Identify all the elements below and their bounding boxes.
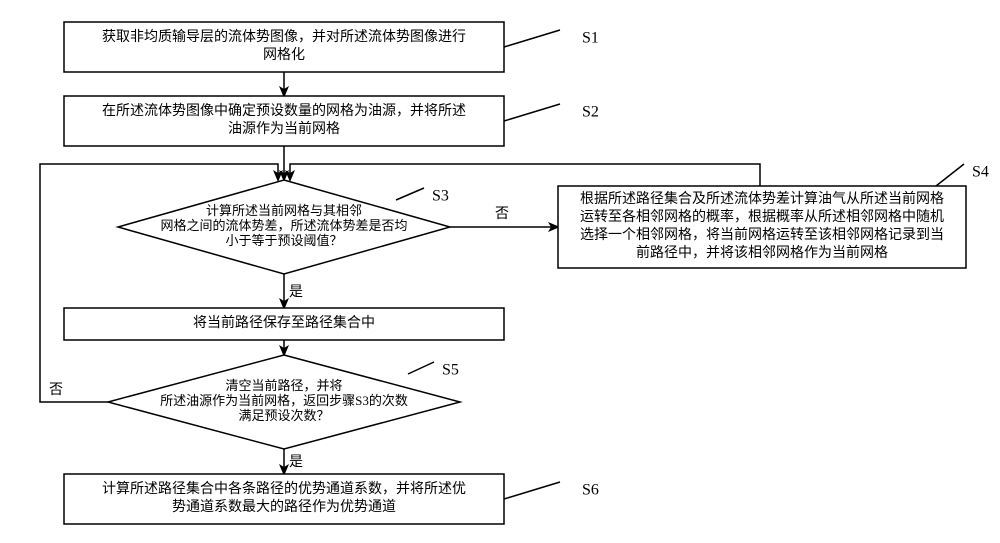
step-tag-s4: S4 <box>972 163 989 180</box>
edge-13 <box>504 482 560 499</box>
edge-11 <box>936 164 964 186</box>
edge-8 <box>504 30 560 47</box>
edge-label-s3: 是 <box>289 285 303 300</box>
edge-label-s5-no: 否 <box>49 383 63 398</box>
edge-s4-back <box>290 164 760 186</box>
step-tag-s6: S6 <box>582 481 599 498</box>
step-tag-s1: S1 <box>582 29 599 46</box>
flowchart-canvas: 获取非均质输导层的流体势图像，并对所述流体势图像进行网格化在所述流体势图像中确定… <box>0 0 1000 543</box>
edge-label-s3-no: 否 <box>495 207 509 222</box>
edge-9 <box>504 104 560 121</box>
edge-10 <box>396 188 424 200</box>
step-tag-s3: S3 <box>432 187 449 204</box>
step-tag-s5: S5 <box>442 361 459 378</box>
step-tag-s2: S2 <box>582 103 599 120</box>
edge-label-s5: 是 <box>289 455 303 470</box>
edge-12 <box>408 362 434 374</box>
svg-text:将当前路径保存至路径集合中: 将当前路径保存至路径集合中 <box>193 314 375 331</box>
